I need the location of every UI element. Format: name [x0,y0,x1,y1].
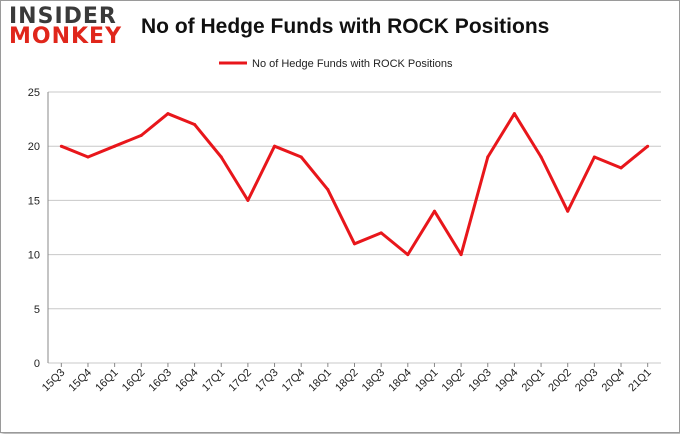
x-tick-label: 19Q1 [413,367,441,395]
logo-line-2: MONKEY [9,24,123,50]
x-tick-label: 18Q3 [360,367,388,395]
data-point [432,209,436,213]
data-point [193,123,197,127]
data-point [59,144,63,148]
data-point [219,155,223,159]
x-tick-label: 16Q2 [120,367,148,395]
data-point [379,231,383,235]
y-tick-label: 10 [28,250,40,262]
data-point [566,209,570,213]
y-tick-label: 5 [34,304,40,316]
y-tick-label: 0 [34,358,40,370]
data-point [113,144,117,148]
x-tick-label: 19Q2 [440,367,468,395]
x-tick-label: 16Q1 [93,367,121,395]
x-tick-label: 15Q4 [67,367,95,395]
x-tick-label: 20Q2 [546,367,574,395]
chart-title: No of Hedge Funds with ROCK Positions [141,15,550,38]
x-tick-label: 20Q1 [520,367,548,395]
x-tick-label: 19Q4 [493,367,521,395]
grid-lines [47,91,661,364]
y-tick-label: 20 [28,141,40,153]
data-point [592,155,596,159]
x-tick-label: 18Q4 [386,367,414,395]
insider-monkey-logo: INSIDER MONKEY [9,4,129,50]
legend-label: No of Hedge Funds with ROCK Positions [252,58,453,70]
x-tick-label: 20Q3 [573,367,601,395]
series-line [60,112,649,257]
series-layer [59,112,650,257]
data-point [273,144,277,148]
data-point [459,253,463,257]
data-point [486,155,490,159]
data-point [86,155,90,159]
x-tick-label: 16Q3 [147,367,175,395]
x-axis-ticks: 15Q3 15Q4 16Q1 16Q2 16Q3 16Q4 17Q1 17Q2 17Q3 17Q4… [40,363,654,394]
x-tick-label: 20Q4 [600,367,628,395]
data-point [326,188,330,192]
data-point [139,133,143,137]
y-tick-label: 15 [28,195,40,207]
data-point [539,155,543,159]
y-tick-label: 25 [28,87,40,99]
data-point [619,166,623,170]
x-tick-label: 19Q3 [466,367,494,395]
x-tick-label: 21Q1 [626,367,654,395]
legend: No of Hedge Funds with ROCK Positions [219,58,453,70]
x-tick-label: 15Q3 [40,367,68,395]
data-point [512,112,516,116]
data-point [353,242,356,246]
x-tick-label: 17Q1 [200,367,228,395]
x-tick-label: 16Q4 [173,367,201,395]
x-tick-label: 17Q2 [226,367,254,395]
x-tick-label: 18Q1 [306,367,334,395]
data-point [406,253,410,257]
data-point [246,198,250,202]
x-tick-label: 17Q4 [280,367,308,395]
y-axis-ticks: 0 5 10 15 20 25 [28,87,40,370]
data-point [166,112,170,116]
logo-line-1: INSIDER [9,4,117,29]
x-tick-label: 17Q3 [253,367,281,395]
data-point [299,155,303,159]
x-tick-label: 18Q2 [333,367,361,395]
data-point [646,144,650,148]
